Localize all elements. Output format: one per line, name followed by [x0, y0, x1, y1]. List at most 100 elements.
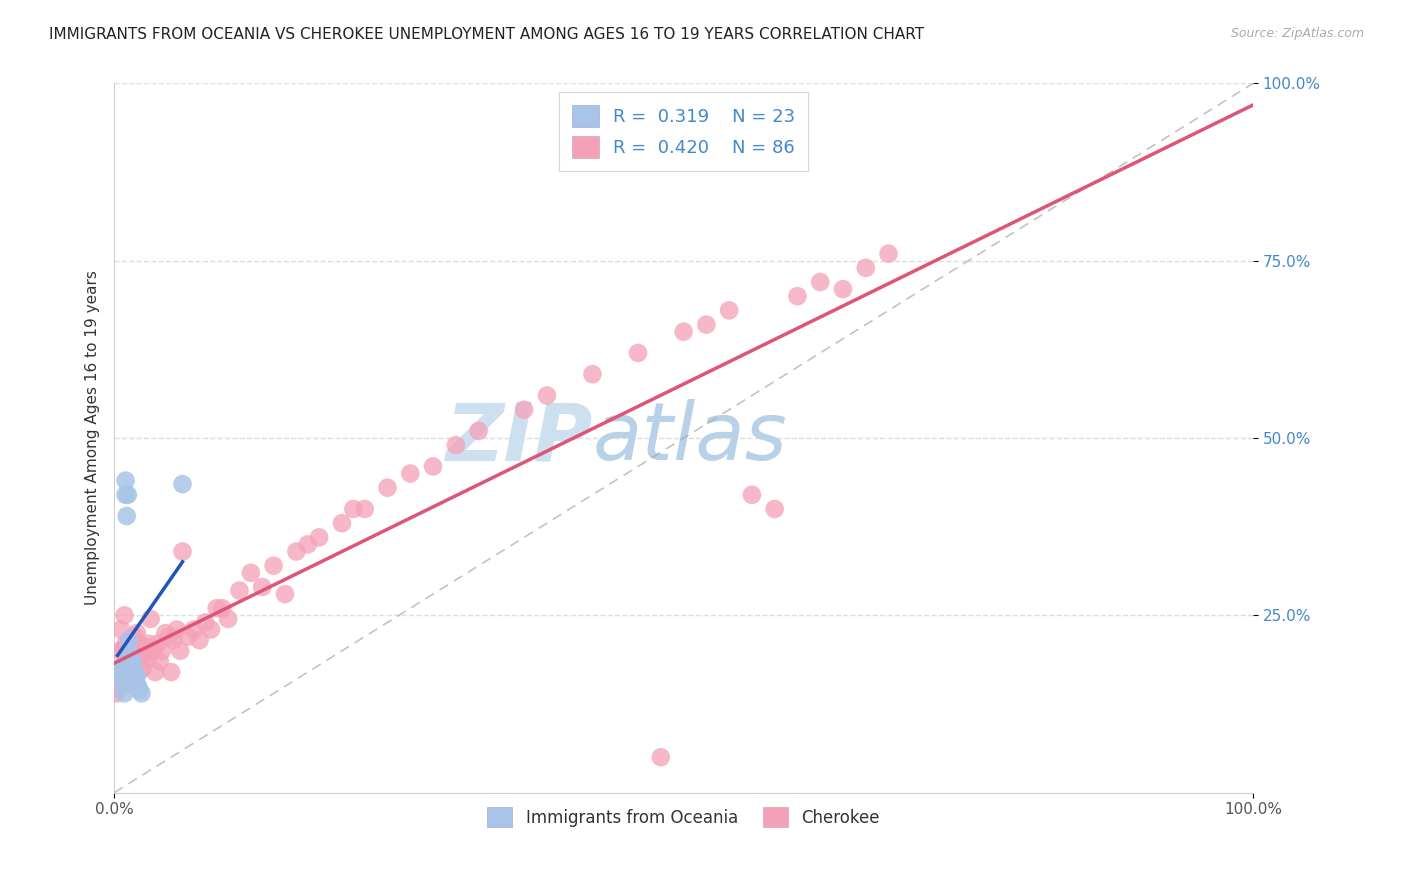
- Point: [342, 502, 364, 516]
- Point: [114, 474, 136, 488]
- Point: [107, 682, 129, 697]
- Point: [160, 665, 183, 679]
- Point: [377, 481, 399, 495]
- Point: [122, 640, 145, 655]
- Point: [239, 566, 262, 580]
- Point: [353, 502, 375, 516]
- Point: [786, 289, 808, 303]
- Point: [107, 661, 129, 675]
- Text: ZIP: ZIP: [446, 399, 592, 477]
- Point: [183, 623, 205, 637]
- Point: [138, 651, 160, 665]
- Point: [129, 661, 152, 675]
- Point: [217, 612, 239, 626]
- Point: [128, 637, 150, 651]
- Point: [263, 558, 285, 573]
- Point: [118, 651, 141, 665]
- Point: [695, 318, 717, 332]
- Point: [114, 488, 136, 502]
- Point: [120, 661, 142, 675]
- Point: [121, 655, 143, 669]
- Point: [127, 651, 149, 665]
- Point: [134, 648, 156, 662]
- Point: [139, 612, 162, 626]
- Point: [107, 665, 129, 679]
- Point: [117, 488, 139, 502]
- Point: [114, 658, 136, 673]
- Point: [108, 644, 131, 658]
- Point: [146, 637, 169, 651]
- Point: [166, 623, 188, 637]
- Point: [143, 665, 166, 679]
- Point: [115, 509, 138, 524]
- Point: [108, 672, 131, 686]
- Point: [297, 537, 319, 551]
- Point: [627, 346, 650, 360]
- Point: [117, 661, 139, 675]
- Point: [118, 675, 141, 690]
- Point: [467, 424, 489, 438]
- Point: [124, 630, 146, 644]
- Point: [513, 402, 536, 417]
- Point: [444, 438, 467, 452]
- Point: [120, 648, 142, 662]
- Point: [172, 477, 194, 491]
- Point: [155, 626, 177, 640]
- Legend: Immigrants from Oceania, Cherokee: Immigrants from Oceania, Cherokee: [481, 800, 886, 834]
- Point: [162, 633, 184, 648]
- Point: [111, 644, 134, 658]
- Point: [131, 686, 153, 700]
- Text: Source: ZipAtlas.com: Source: ZipAtlas.com: [1230, 27, 1364, 40]
- Point: [118, 633, 141, 648]
- Point: [125, 668, 148, 682]
- Point: [228, 583, 250, 598]
- Point: [718, 303, 741, 318]
- Point: [131, 661, 153, 675]
- Point: [110, 623, 132, 637]
- Point: [149, 655, 172, 669]
- Point: [536, 388, 558, 402]
- Point: [330, 516, 353, 530]
- Point: [112, 672, 135, 686]
- Point: [741, 488, 763, 502]
- Point: [142, 644, 165, 658]
- Point: [122, 661, 145, 675]
- Point: [115, 661, 138, 675]
- Point: [150, 644, 173, 658]
- Point: [672, 325, 695, 339]
- Point: [308, 530, 330, 544]
- Point: [125, 626, 148, 640]
- Point: [120, 655, 142, 669]
- Point: [111, 672, 134, 686]
- Point: [274, 587, 297, 601]
- Point: [188, 633, 211, 648]
- Point: [120, 633, 142, 648]
- Point: [121, 637, 143, 651]
- Point: [128, 682, 150, 697]
- Point: [581, 368, 603, 382]
- Point: [763, 502, 786, 516]
- Point: [211, 601, 233, 615]
- Point: [194, 615, 217, 630]
- Point: [114, 675, 136, 690]
- Point: [104, 675, 127, 690]
- Point: [855, 260, 877, 275]
- Text: IMMIGRANTS FROM OCEANIA VS CHEROKEE UNEMPLOYMENT AMONG AGES 16 TO 19 YEARS CORRE: IMMIGRANTS FROM OCEANIA VS CHEROKEE UNEM…: [49, 27, 924, 42]
- Point: [114, 608, 136, 623]
- Point: [808, 275, 831, 289]
- Y-axis label: Unemployment Among Ages 16 to 19 years: Unemployment Among Ages 16 to 19 years: [86, 270, 100, 606]
- Point: [200, 623, 222, 637]
- Point: [650, 750, 672, 764]
- Point: [105, 686, 128, 700]
- Point: [285, 544, 308, 558]
- Point: [125, 675, 148, 690]
- Text: atlas: atlas: [592, 399, 787, 477]
- Point: [114, 686, 136, 700]
- Point: [422, 459, 444, 474]
- Point: [138, 637, 160, 651]
- Point: [252, 580, 274, 594]
- Point: [157, 630, 180, 644]
- Point: [125, 675, 148, 690]
- Point: [877, 246, 900, 260]
- Point: [120, 672, 142, 686]
